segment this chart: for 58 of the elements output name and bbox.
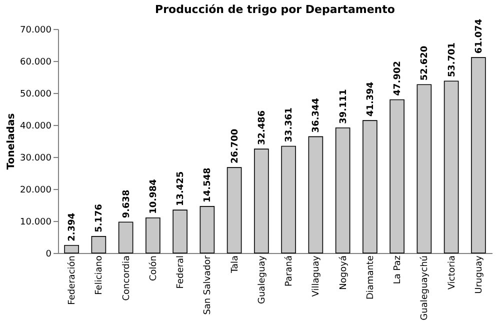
x-tick-label: Gualeguaychú xyxy=(419,256,430,320)
x-tick-label: San Salvador xyxy=(203,255,214,315)
x-tick-label: Federal xyxy=(176,256,186,289)
data-label: 32.486 xyxy=(257,110,268,146)
x-tick-label: Victoria xyxy=(447,256,458,290)
data-label: 47.902 xyxy=(393,60,404,96)
data-label: 10.984 xyxy=(148,179,159,214)
y-tick-label: 40.000 xyxy=(20,122,52,132)
x-tick-label: Paraná xyxy=(284,256,295,286)
bar xyxy=(281,146,296,254)
data-label: 36.344 xyxy=(312,98,322,133)
data-label: 33.361 xyxy=(284,108,295,142)
y-tick-label: 50.000 xyxy=(20,90,52,100)
chart-title: Producción de trigo por Departamento xyxy=(155,2,396,16)
data-label: 2.394 xyxy=(68,212,78,242)
y-tick-label: 20.000 xyxy=(20,186,52,196)
bar xyxy=(254,148,269,254)
x-tick-label: Concordia xyxy=(122,256,132,301)
x-tick-label: La Paz xyxy=(393,255,404,284)
x-tick-label: Nogoyá xyxy=(338,256,349,290)
bar xyxy=(471,57,486,254)
y-tick-label: 60.000 xyxy=(20,58,52,68)
x-tick-label: Uruguay xyxy=(474,254,484,294)
x-tick-label: Colón xyxy=(148,256,159,282)
bar xyxy=(362,120,378,254)
data-label: 41.394 xyxy=(366,82,376,117)
data-label: 39.111 xyxy=(338,89,349,124)
data-label: 61.074 xyxy=(474,18,484,54)
x-tick-label: Gualeguay xyxy=(257,254,268,304)
bar xyxy=(91,236,106,254)
x-tick-label: Tala xyxy=(230,256,240,274)
bar xyxy=(118,222,134,254)
y-tick-label: 10.000 xyxy=(20,218,52,228)
data-label: 5.176 xyxy=(94,204,105,232)
bar xyxy=(146,217,160,254)
y-axis-title: Toneladas xyxy=(6,113,18,170)
bar xyxy=(444,80,459,254)
y-tick-label: 70.000 xyxy=(20,26,52,36)
bar xyxy=(390,99,404,254)
y-tick-label: 30.000 xyxy=(20,154,52,164)
bar xyxy=(172,210,188,254)
data-label: 13.425 xyxy=(176,171,186,206)
data-label: 26.700 xyxy=(230,128,240,164)
x-tick-label: Villaguay xyxy=(312,254,322,297)
bar xyxy=(308,136,324,254)
data-label: 53.701 xyxy=(447,42,458,78)
bar xyxy=(335,127,350,254)
data-label: 52.620 xyxy=(420,46,430,81)
data-label: 14.548 xyxy=(203,168,214,202)
y-tick-label: 0 xyxy=(46,250,52,260)
data-label: 9.638 xyxy=(122,190,132,218)
x-tick-label: Feliciano xyxy=(94,255,105,295)
x-tick-label: Federación xyxy=(66,256,78,305)
x-tick-label: Diamante xyxy=(366,255,376,300)
bar xyxy=(64,244,79,254)
bar xyxy=(226,167,242,254)
bar xyxy=(416,84,432,254)
bar xyxy=(200,206,215,254)
